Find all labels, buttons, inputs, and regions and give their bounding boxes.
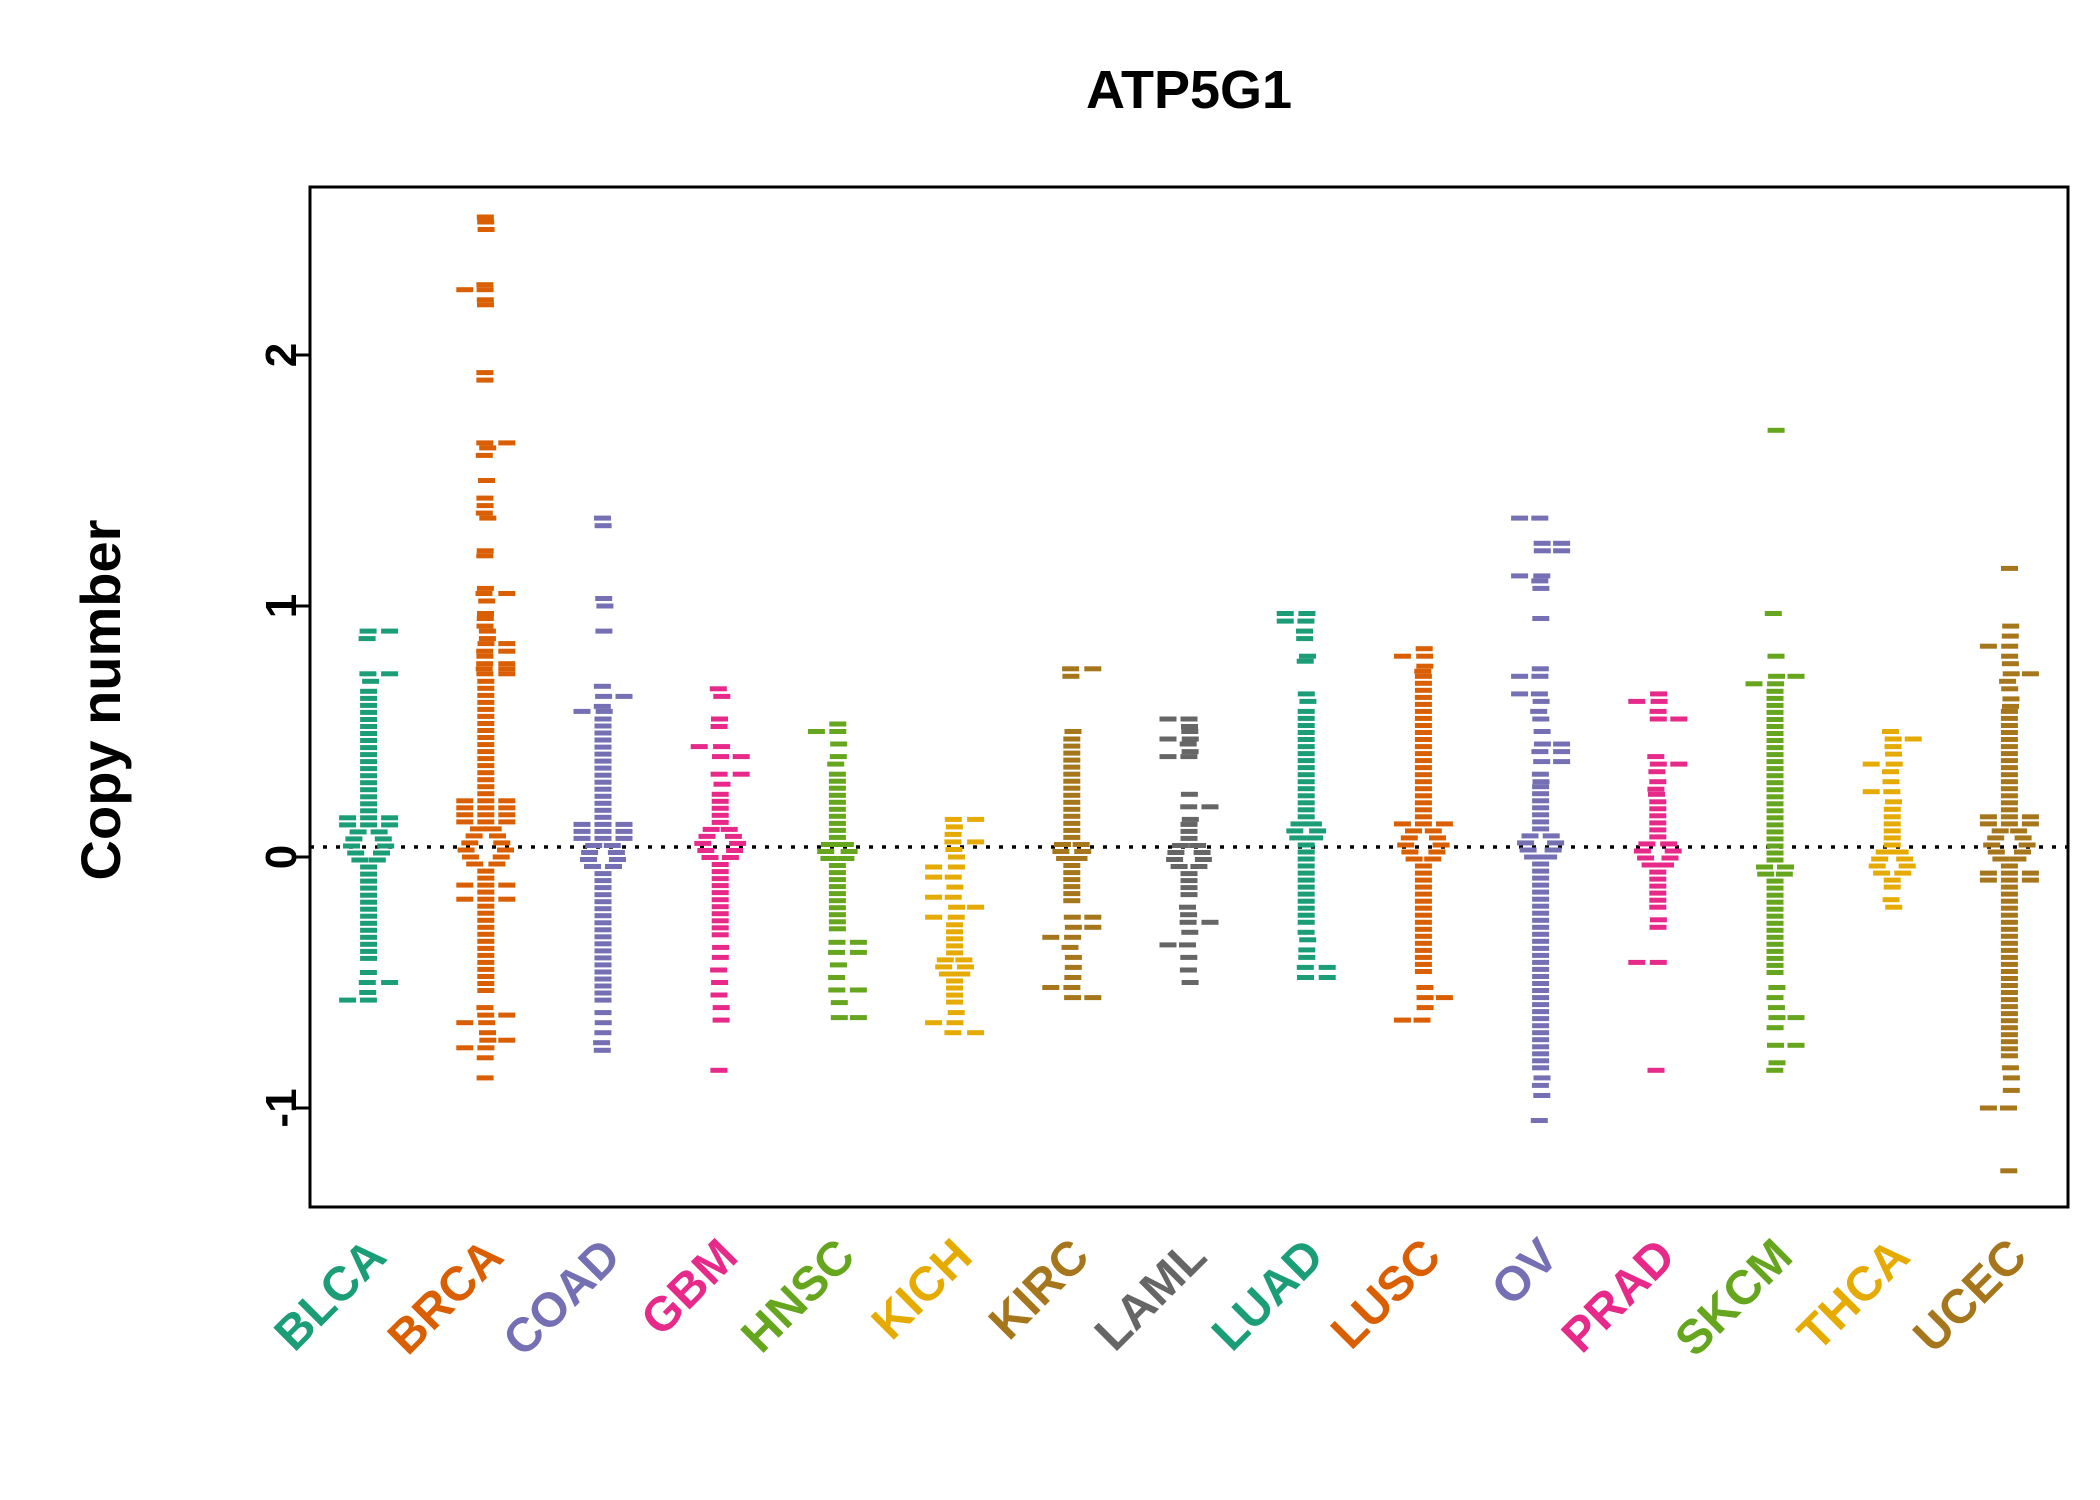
x-label-KIRC: KIRC [979, 1229, 1099, 1349]
violin-COAD [573, 515, 633, 1053]
violin-UCEC [1979, 565, 2039, 1174]
x-label-KICH: KICH [862, 1229, 982, 1349]
violin-THCA [1862, 729, 1922, 910]
plot-border [308, 185, 2070, 1209]
x-label-BLCA: BLCA [265, 1229, 397, 1361]
violin-PRAD [1628, 691, 1688, 1073]
x-label-HNSC: HNSC [732, 1229, 866, 1363]
x-label-BRCA: BRCA [378, 1229, 514, 1365]
x-label-LAML: LAML [1085, 1229, 1217, 1361]
x-label-GBM: GBM [631, 1229, 748, 1346]
chart-title: ATP5G1 [1086, 60, 1292, 120]
violin-BLCA [339, 628, 399, 1003]
x-label-OV: OV [1482, 1229, 1569, 1316]
x-label-PRAD: PRAD [1552, 1229, 1686, 1363]
violin-KIRC [1042, 666, 1102, 1001]
violin-LAML [1159, 716, 1219, 985]
violin-GBM [690, 686, 750, 1073]
violin-OV [1511, 515, 1571, 1123]
violin-SKCM [1745, 427, 1805, 1073]
violin-LUAD [1276, 611, 1336, 980]
y-tick-label: 0 [257, 845, 306, 869]
x-label-UCEC: UCEC [1904, 1229, 2038, 1363]
violin-LUSC [1393, 646, 1453, 1023]
y-tick-label: -1 [257, 1088, 306, 1127]
x-label-THCA: THCA [1788, 1229, 1920, 1361]
x-label-LUSC: LUSC [1321, 1229, 1451, 1359]
y-axis-label: Copy number [69, 520, 132, 881]
y-tick-label: 2 [257, 343, 306, 367]
x-label-SKCM: SKCM [1665, 1229, 1802, 1366]
violin-BRCA [456, 214, 516, 1081]
x-label-COAD: COAD [493, 1229, 630, 1366]
x-label-LUAD: LUAD [1202, 1229, 1334, 1361]
violin-KICH [925, 816, 985, 1036]
violin-HNSC [807, 721, 867, 1021]
y-tick-label: 1 [257, 594, 306, 618]
